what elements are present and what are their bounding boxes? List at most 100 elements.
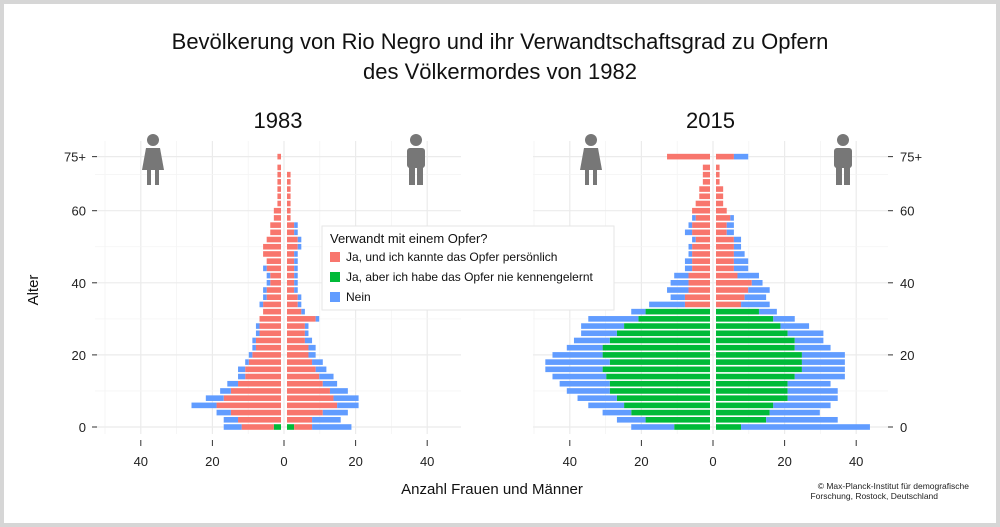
bar-men-ja_nie <box>716 402 774 409</box>
bar-men-nein <box>744 294 767 301</box>
bar-women-ja_kannte <box>238 380 281 387</box>
bar-men-ja_kannte <box>716 222 727 228</box>
bar-men-nein <box>301 308 305 315</box>
bar-women-nein <box>255 330 260 337</box>
panel-title-2015: 2015 <box>686 108 735 133</box>
y-tick-label: 40 <box>72 276 86 291</box>
bar-men-ja_nie <box>716 395 788 401</box>
bar-women-ja_kannte <box>270 280 281 286</box>
bar-men-nein <box>801 359 845 365</box>
bar-men-ja_kannte <box>716 229 727 236</box>
bar-women-ja_nie <box>674 424 710 430</box>
bar-men-nein <box>758 308 777 315</box>
bar-women-ja_kannte <box>255 337 281 344</box>
bar-men-nein <box>733 251 745 257</box>
bar-women-ja_kannte <box>259 323 281 329</box>
bar-men-nein <box>730 215 734 221</box>
bar-women-ja_kannte <box>692 207 710 214</box>
bar-women-nein <box>588 316 639 322</box>
bar-men-ja_kannte <box>287 229 295 236</box>
bar-men-ja_kannte <box>287 251 295 257</box>
y-tick-label: 20 <box>72 348 86 363</box>
bar-women-ja_kannte <box>684 301 710 308</box>
bar-women-nein <box>248 352 253 358</box>
bar-men-nein <box>733 236 742 243</box>
bar-men-ja_kannte <box>287 222 295 228</box>
bar-men-ja_nie <box>716 344 795 351</box>
bar-men-nein <box>315 316 320 322</box>
bar-men-ja_kannte <box>287 416 313 423</box>
bar-men-nein <box>726 222 734 228</box>
bar-women-ja_kannte <box>277 193 281 200</box>
bar-women-nein <box>245 359 249 365</box>
bar-women-nein <box>688 222 693 228</box>
bar-women-nein <box>255 323 260 329</box>
x-tick-label: 20 <box>634 454 648 469</box>
bar-men-nein <box>294 272 298 279</box>
bar-men-nein <box>304 330 309 337</box>
bar-women-nein <box>238 373 246 380</box>
bar-men-nein <box>726 229 734 236</box>
bar-men-ja_nie <box>716 308 759 315</box>
bar-women-ja_kannte <box>266 294 281 301</box>
bar-men-ja_kannte <box>287 258 295 264</box>
bar-men-ja_nie <box>287 424 295 430</box>
bar-men-nein <box>297 294 302 301</box>
bar-women-ja_kannte <box>266 258 281 264</box>
y-tick-label: 20 <box>900 348 914 363</box>
bar-men-nein <box>294 258 298 264</box>
bar-women-nein <box>259 301 264 308</box>
x-tick-label: 20 <box>348 454 362 469</box>
bar-women-nein <box>566 344 603 351</box>
bar-men-ja_kannte <box>287 243 298 250</box>
x-tick-label: 0 <box>709 454 716 469</box>
woman-icon <box>142 134 164 185</box>
woman-icon-leg-left <box>585 170 589 185</box>
bar-men-nein <box>333 395 359 401</box>
bar-women-ja_kannte <box>277 200 281 207</box>
bar-women-ja_kannte <box>702 179 710 185</box>
bar-women-nein <box>566 388 610 394</box>
man-icon-leg-left <box>836 167 842 185</box>
bar-women-ja_nie <box>609 337 710 344</box>
bar-men-nein <box>304 323 309 329</box>
bar-men-nein <box>294 229 298 236</box>
bar-men-nein <box>780 323 810 329</box>
bar-women-ja_kannte <box>692 265 710 272</box>
bar-women-nein <box>684 265 693 272</box>
bar-women-ja_kannte <box>684 294 710 301</box>
bar-men-nein <box>322 409 348 416</box>
panel-2015: 2015 40 20 0 20 40 0 20 40 60 75+ <box>533 108 922 469</box>
bar-men-ja_nie <box>716 416 767 423</box>
bar-women-ja_kannte <box>263 308 281 315</box>
bar-women-ja_kannte <box>263 251 281 257</box>
bar-women-ja_kannte <box>688 287 710 293</box>
bar-women-nein <box>216 409 231 416</box>
bar-women-ja_kannte <box>699 186 710 192</box>
bar-men-ja_kannte <box>287 359 313 365</box>
bar-women-ja_kannte <box>245 366 281 373</box>
bar-men-nein <box>329 388 348 394</box>
bar-men-ja_nie <box>716 409 770 416</box>
bar-men-ja_kannte <box>287 366 316 373</box>
bar-women-ja_nie <box>609 388 710 394</box>
bar-men-ja_nie <box>716 388 788 394</box>
x-axis-title: Anzahl Frauen und Männer <box>401 481 583 498</box>
bar-men-nein <box>748 287 770 293</box>
bar-women-ja_kannte <box>255 344 281 351</box>
bar-women-ja_kannte <box>252 352 281 358</box>
bar-women-nein <box>573 337 610 344</box>
bar-women-ja_kannte <box>270 222 281 228</box>
bar-men-ja_kannte <box>716 272 738 279</box>
bar-men-nein <box>773 316 795 322</box>
bar-men-ja_kannte <box>287 186 291 192</box>
bar-men-nein <box>294 287 298 293</box>
man-icon-leg-right <box>417 167 423 185</box>
bar-women-ja_kannte <box>241 424 274 430</box>
bar-men-nein <box>773 402 831 409</box>
bar-women-ja_kannte <box>277 179 281 185</box>
chart-panels: 1983 40 20 0 20 40 0 20 40 60 75+ 2015 40 20 0 20 40 0 20 4… <box>64 108 922 469</box>
bar-men-nein <box>741 301 770 308</box>
bar-men-ja_nie <box>716 352 802 358</box>
bar-men-ja_kannte <box>287 294 298 301</box>
